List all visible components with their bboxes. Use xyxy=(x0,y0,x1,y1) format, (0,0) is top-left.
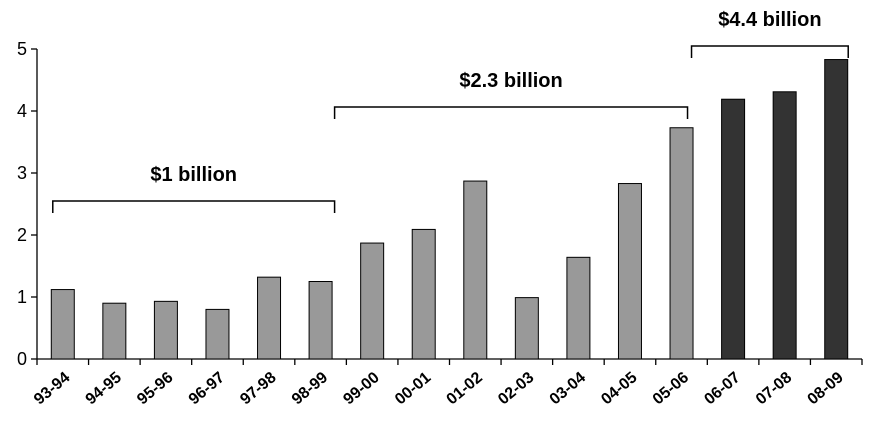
bar-06-07 xyxy=(721,98,746,360)
bar-03-04 xyxy=(566,256,591,360)
bar-96-97 xyxy=(205,308,230,360)
bar-99-00 xyxy=(360,242,385,360)
x-category-label: 99-00 xyxy=(340,369,382,408)
bar-98-99 xyxy=(308,281,333,360)
annotations-group: $1 billion $2.3 billion $4.4 billion xyxy=(52,9,849,213)
x-category-label: 03-04 xyxy=(547,369,589,408)
x-category-label: 96-97 xyxy=(186,369,228,408)
bar-07-08 xyxy=(772,91,797,360)
x-category-label: 01-02 xyxy=(444,369,486,408)
annotation-bracket xyxy=(690,45,849,58)
x-category-label: 07-08 xyxy=(753,369,795,408)
x-category-label: 08-09 xyxy=(805,369,847,408)
bar-04-05 xyxy=(617,183,642,360)
x-axis-labels: 93-94 94-95 95-96 96-97 97-98 98-99 99-00 00-01… xyxy=(31,369,847,408)
bar-01-02 xyxy=(463,180,488,360)
x-category-label: 97-98 xyxy=(237,369,279,408)
y-tick-label: 5 xyxy=(17,39,27,59)
x-category-label: 93-94 xyxy=(31,369,73,408)
bar-95-96 xyxy=(153,300,178,360)
annotation-bracket xyxy=(52,200,336,213)
annotation-label: $4.4 billion xyxy=(718,9,821,31)
y-tick-label: 0 xyxy=(17,349,27,369)
bar-93-94 xyxy=(50,289,75,360)
annotation-label: $2.3 billion xyxy=(459,70,562,92)
x-category-label: 95-96 xyxy=(134,369,176,408)
y-tick-label: 1 xyxy=(17,287,27,307)
x-category-label: 04-05 xyxy=(598,369,640,408)
bar-02-03 xyxy=(514,297,539,360)
x-category-label: 05-06 xyxy=(650,369,692,408)
x-category-label: 00-01 xyxy=(392,369,434,408)
bar-08-09 xyxy=(824,59,849,360)
y-tick-label: 3 xyxy=(17,163,27,183)
x-category-label: 98-99 xyxy=(289,369,331,408)
annotation-bracket xyxy=(333,106,689,119)
x-category-label: 94-95 xyxy=(83,369,125,408)
bar-94-95 xyxy=(102,302,127,360)
x-category-label: 02-03 xyxy=(495,369,537,408)
x-category-label: 06-07 xyxy=(701,369,743,408)
bar-00-01 xyxy=(411,228,436,360)
annotation-label: $1 billion xyxy=(150,164,237,186)
bars-group xyxy=(50,59,849,360)
y-tick-label: 2 xyxy=(17,225,27,245)
bar-05-06 xyxy=(669,127,694,360)
bar-97-98 xyxy=(257,276,282,360)
y-tick-label: 4 xyxy=(17,101,27,121)
